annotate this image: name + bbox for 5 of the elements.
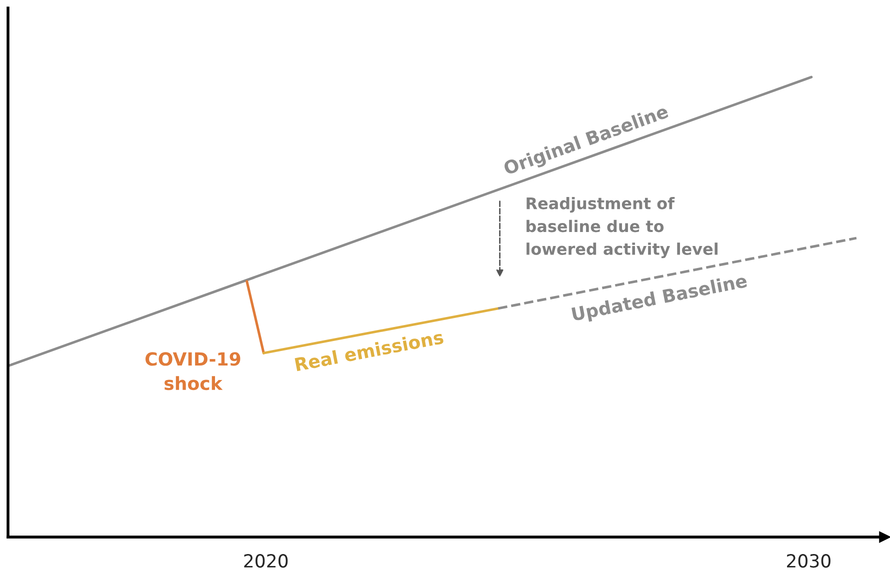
text: Real emissions xyxy=(294,330,444,372)
x-tick-label: 2020 xyxy=(244,554,288,568)
x-tick-label: 2030 xyxy=(787,554,830,568)
annotation: Readjustment of baseline due to lowered activity level xyxy=(526,196,718,258)
series-label: COVID-19 shock xyxy=(146,352,240,390)
